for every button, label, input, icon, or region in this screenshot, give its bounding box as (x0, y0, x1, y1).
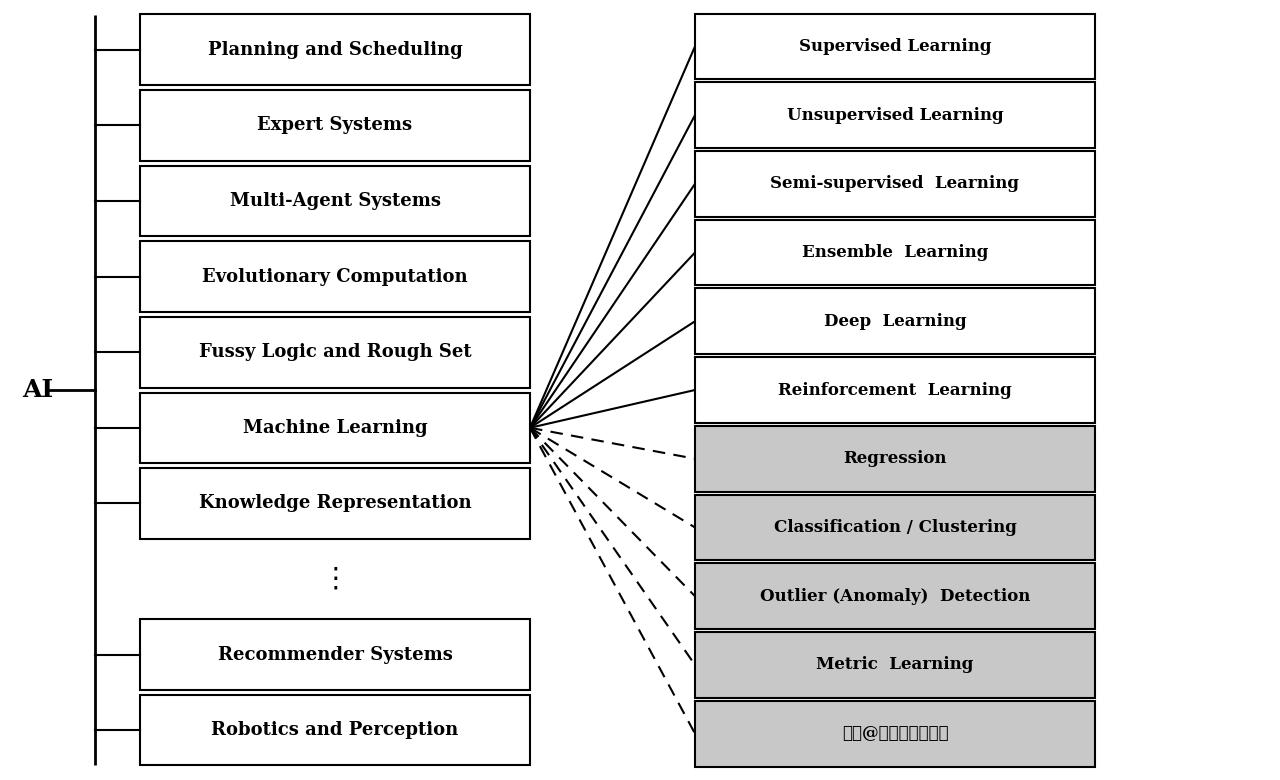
Text: Semi-supervised  Learning: Semi-supervised Learning (771, 176, 1019, 193)
Text: Robotics and Perception: Robotics and Perception (211, 722, 458, 739)
Text: Machine Learning: Machine Learning (243, 419, 428, 437)
Text: Evolutionary Computation: Evolutionary Computation (202, 268, 467, 285)
Bar (695, 632, 1094, 698)
Bar (695, 357, 1094, 423)
Bar (140, 165, 530, 236)
Text: Reinforcement  Learning: Reinforcement Learning (778, 381, 1012, 399)
Text: Metric  Learning: Metric Learning (817, 657, 974, 673)
Bar (695, 220, 1094, 285)
Bar (695, 289, 1094, 354)
Text: Ensemble  Learning: Ensemble Learning (801, 244, 988, 261)
Bar (695, 700, 1094, 767)
Text: Supervised Learning: Supervised Learning (799, 38, 991, 55)
Bar (140, 317, 530, 388)
Bar (695, 82, 1094, 148)
Bar (140, 90, 530, 161)
Text: Multi-Agent Systems: Multi-Agent Systems (229, 192, 440, 210)
Bar (140, 695, 530, 765)
Text: 头条@水木智能研究所: 头条@水木智能研究所 (842, 725, 948, 742)
Text: Expert Systems: Expert Systems (257, 116, 412, 134)
Text: Unsupervised Learning: Unsupervised Learning (787, 107, 1004, 123)
Bar (140, 619, 530, 690)
Bar (695, 13, 1094, 80)
Text: Planning and Scheduling: Planning and Scheduling (207, 41, 462, 58)
Text: AI: AI (23, 378, 54, 402)
Bar (140, 468, 530, 539)
Bar (695, 151, 1094, 217)
Text: Recommender Systems: Recommender Systems (218, 646, 452, 664)
Bar (695, 563, 1094, 629)
Text: Regression: Regression (844, 450, 947, 467)
Text: Knowledge Representation: Knowledge Representation (198, 495, 471, 512)
Bar (140, 392, 530, 463)
Text: Outlier (Anomaly)  Detection: Outlier (Anomaly) Detection (760, 587, 1030, 604)
Text: ⋮: ⋮ (321, 565, 349, 593)
Text: Fussy Logic and Rough Set: Fussy Logic and Rough Set (198, 343, 471, 361)
Text: Classification / Clustering: Classification / Clustering (773, 519, 1016, 536)
Text: Deep  Learning: Deep Learning (824, 313, 966, 330)
Bar (140, 241, 530, 312)
Bar (695, 495, 1094, 560)
Bar (695, 426, 1094, 491)
Bar (140, 15, 530, 85)
